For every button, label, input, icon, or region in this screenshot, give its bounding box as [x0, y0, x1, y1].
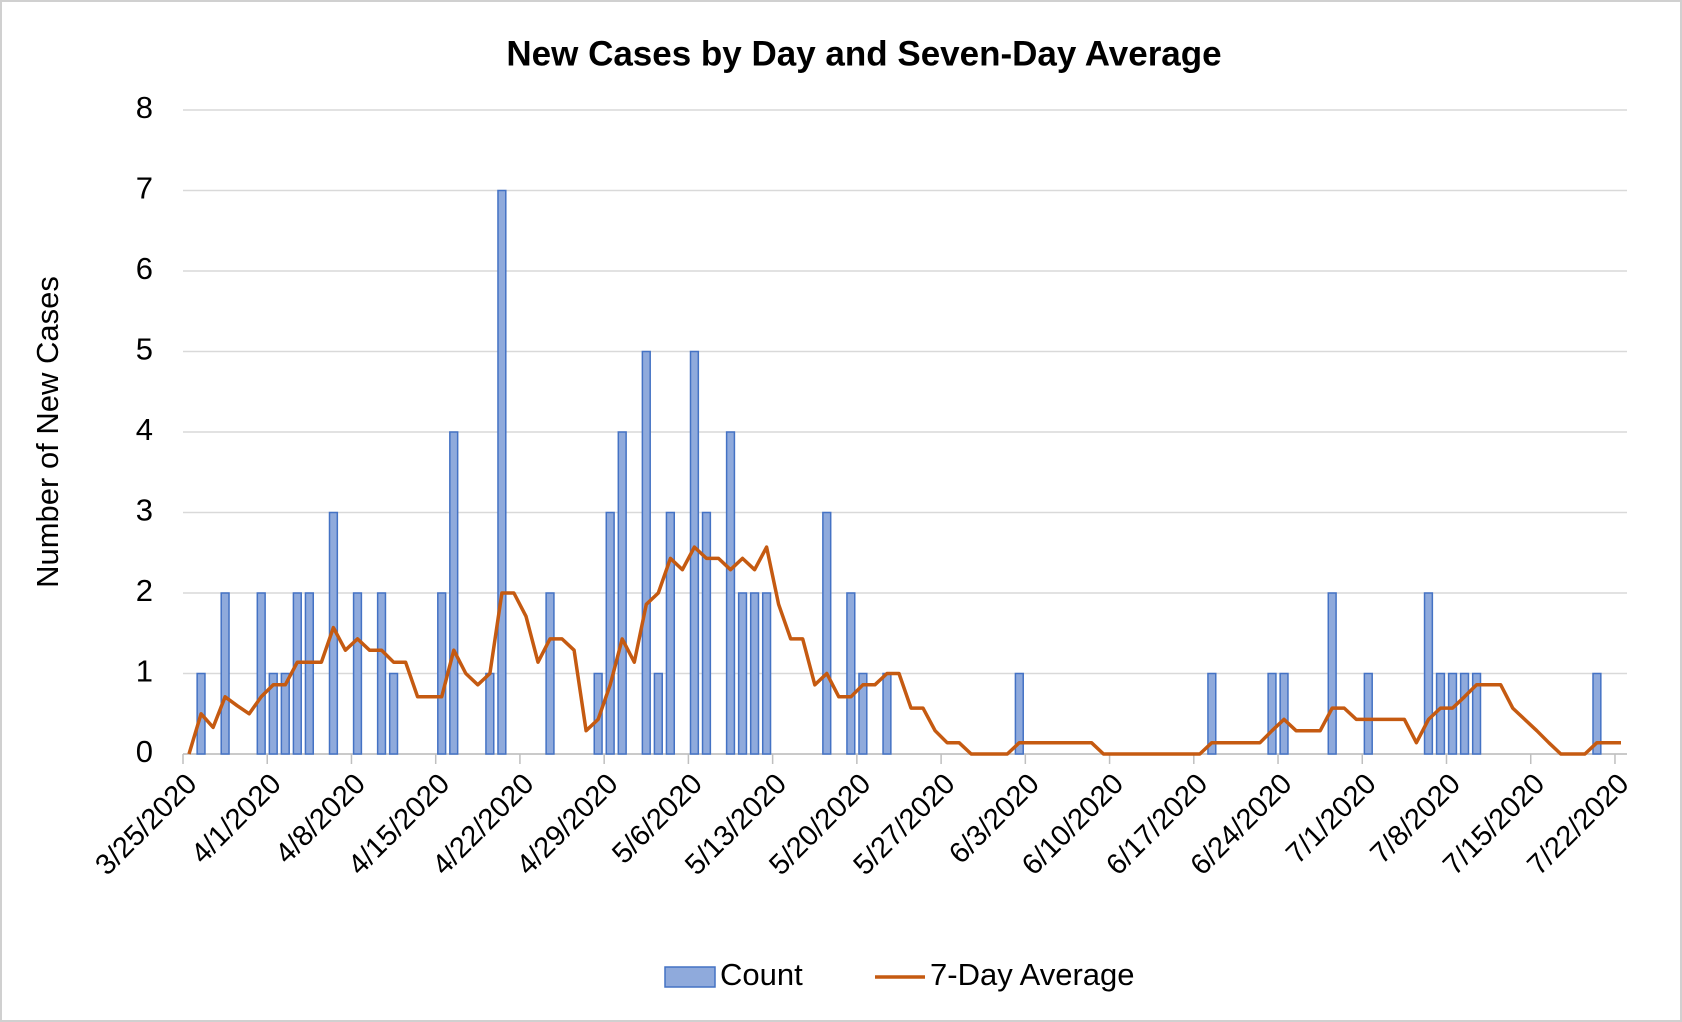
bar — [1471, 672, 1482, 755]
bar — [1435, 672, 1446, 755]
y-tick-label: 4 — [136, 412, 153, 447]
bar — [449, 431, 459, 755]
bar — [268, 672, 278, 755]
bar — [1267, 672, 1277, 755]
bar — [280, 672, 290, 755]
bar — [701, 511, 712, 755]
bar — [1423, 592, 1434, 755]
bar — [1014, 672, 1024, 755]
bar — [1592, 672, 1602, 755]
bar — [437, 592, 447, 755]
bar — [858, 672, 868, 755]
bar — [593, 672, 603, 755]
bar — [485, 672, 495, 755]
y-tick-label: 3 — [136, 493, 153, 528]
bar — [761, 592, 772, 755]
bar — [749, 592, 760, 755]
bar — [617, 431, 627, 755]
legend-swatch — [664, 966, 716, 988]
y-axis-label: Number of New Cases — [30, 276, 65, 588]
bar — [605, 511, 615, 755]
chart-title: New Cases by Day and Seven-Day Average — [506, 34, 1221, 73]
bar — [304, 592, 315, 755]
bar — [1447, 672, 1458, 755]
legend-label: Count — [720, 957, 803, 992]
bar — [1279, 672, 1289, 755]
y-tick-label: 8 — [136, 90, 153, 125]
bar — [497, 189, 507, 755]
y-tick-label: 7 — [136, 171, 153, 206]
average-line — [187, 545, 1621, 756]
bar — [653, 672, 663, 755]
bar — [1207, 672, 1217, 755]
bar — [545, 592, 555, 755]
bar — [665, 511, 676, 755]
legend-label: 7-Day Average — [930, 957, 1135, 992]
bar — [220, 592, 230, 755]
bar — [1327, 592, 1337, 755]
y-tick-label: 1 — [136, 654, 153, 689]
bar — [1363, 672, 1373, 755]
y-tick-label: 0 — [136, 734, 153, 769]
bar — [641, 350, 651, 755]
bar — [882, 672, 892, 755]
y-tick-label: 5 — [136, 332, 153, 367]
y-tick-label: 2 — [136, 573, 153, 608]
bar — [1459, 672, 1470, 755]
bar — [737, 592, 748, 755]
bar — [846, 592, 856, 755]
y-tick-label: 6 — [136, 251, 153, 286]
bar — [352, 592, 363, 755]
bar — [388, 672, 399, 755]
bar — [376, 592, 387, 755]
bar — [292, 592, 302, 755]
bar — [822, 511, 832, 755]
bar — [725, 431, 736, 755]
bar — [256, 592, 266, 755]
